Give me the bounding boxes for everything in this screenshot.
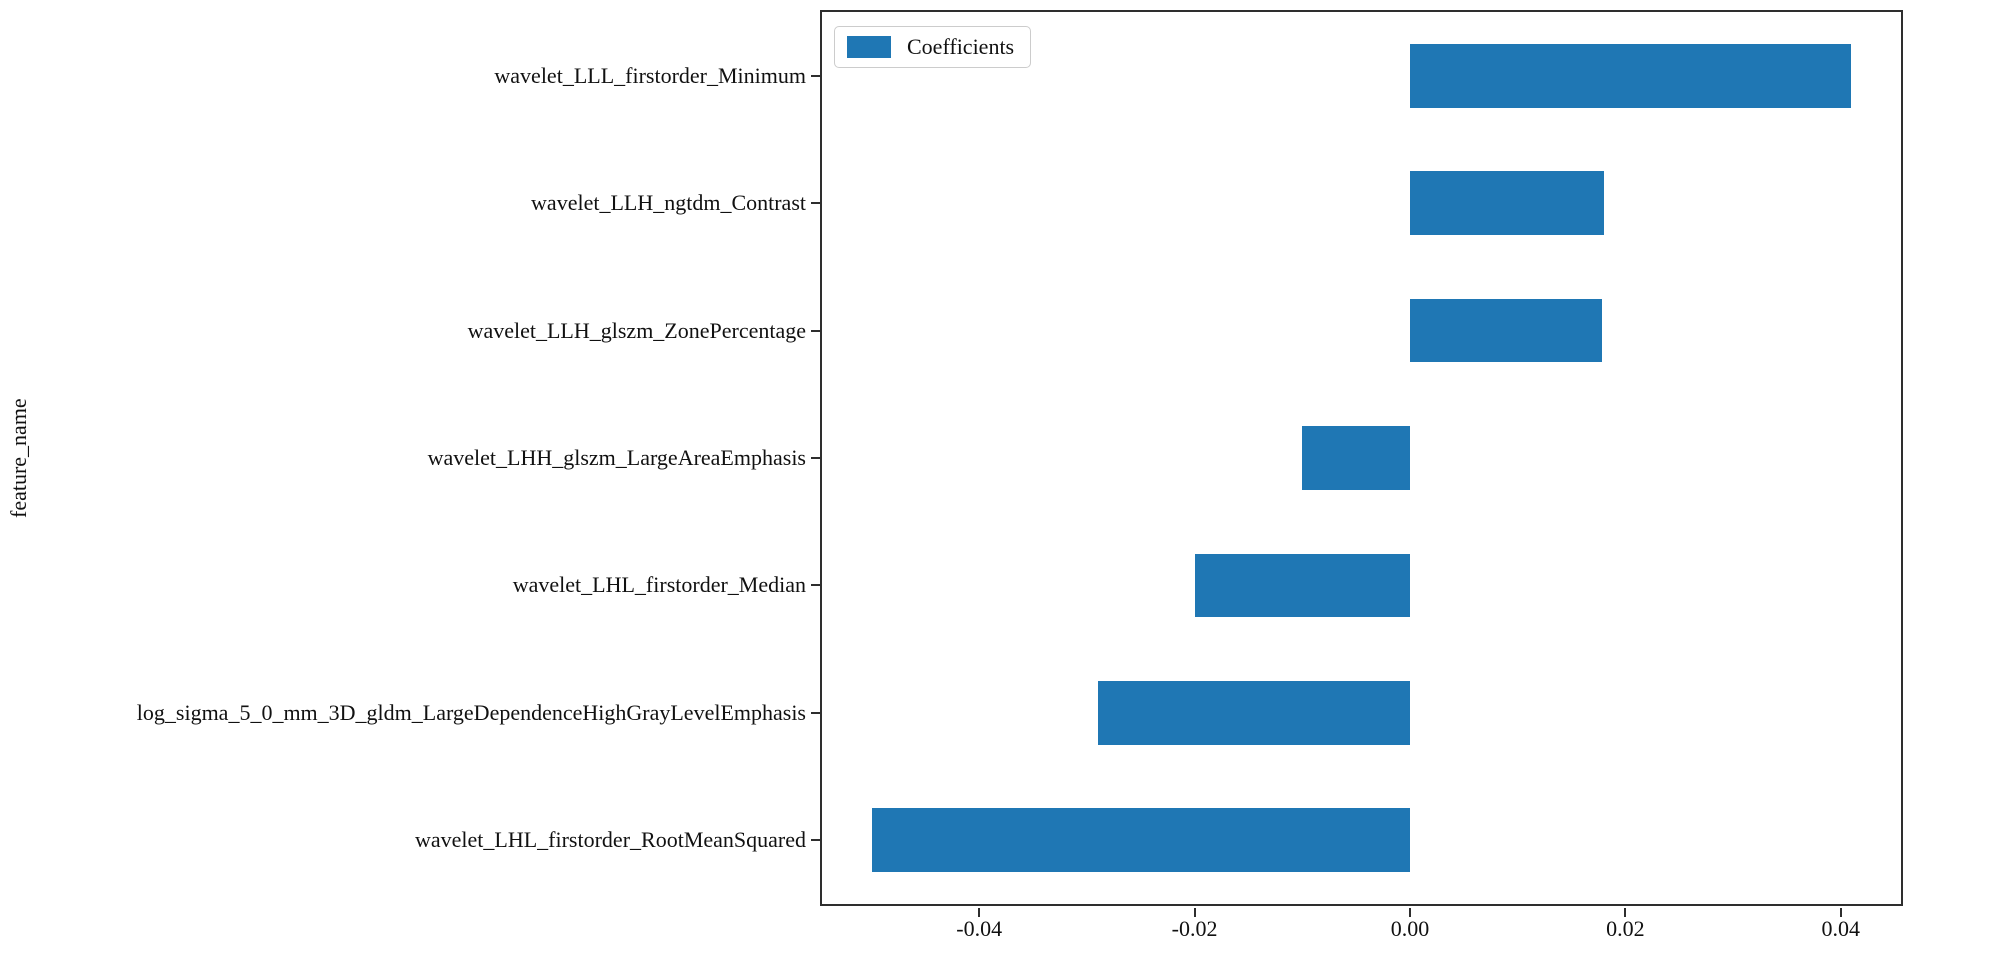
y-tick-mark — [811, 329, 820, 332]
y-tick-mark — [811, 74, 820, 77]
x-tick-mark — [1624, 908, 1627, 917]
y-tick-mark — [811, 584, 820, 587]
y-tick-label: wavelet_LLL_firstorder_Minimum — [494, 62, 806, 88]
bar — [1302, 426, 1410, 490]
x-tick-mark — [978, 908, 981, 917]
bar — [1409, 171, 1604, 235]
x-tick-label: -0.02 — [1171, 916, 1218, 941]
legend: Coefficients — [834, 26, 1032, 68]
y-tick-mark — [811, 839, 820, 842]
y-tick-label: wavelet_LHL_firstorder_Median — [512, 572, 806, 598]
y-tick-mark — [811, 202, 820, 205]
x-tick-label: -0.04 — [956, 916, 1003, 941]
legend-label: Coefficients — [907, 34, 1015, 59]
x-tick-mark — [1839, 908, 1842, 917]
y-tick-label: wavelet_LHL_firstorder_RootMeanSquared — [415, 827, 806, 853]
x-tick-mark — [1408, 908, 1411, 917]
x-tick-label: 0.02 — [1606, 916, 1645, 941]
bar — [1194, 553, 1410, 618]
y-tick-label: wavelet_LLH_glszm_ZonePercentage — [467, 317, 806, 343]
bar — [1409, 298, 1602, 363]
bar — [1409, 43, 1852, 108]
x-tick-label: 0.04 — [1821, 916, 1860, 941]
y-tick-label: wavelet_LLH_ngtdm_Contrast — [531, 190, 806, 216]
legend-swatch — [847, 36, 891, 58]
bar — [871, 808, 1410, 873]
x-tick-label: 0.00 — [1390, 916, 1430, 941]
y-axis-label: feature_name — [6, 398, 31, 518]
y-tick-mark — [811, 711, 820, 714]
x-tick-mark — [1193, 908, 1196, 917]
y-tick-label: log_sigma_5_0_mm_3D_gldm_LargeDependence… — [136, 699, 806, 725]
plot-area: Coefficients wavelet_LLL_firstorder_Mini… — [137, 10, 1903, 941]
bar — [1097, 681, 1410, 745]
y-tick-label: wavelet_LHH_glszm_LargeAreaEmphasis — [427, 445, 806, 470]
y-tick-mark — [811, 457, 820, 459]
